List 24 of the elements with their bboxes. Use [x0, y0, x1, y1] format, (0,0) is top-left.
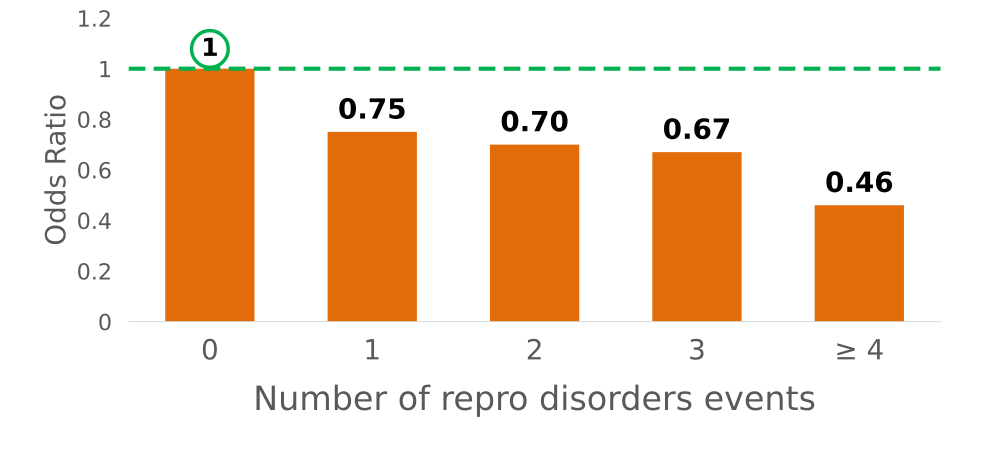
x-tick-label: 1	[366, 339, 379, 360]
data-label: 0.75	[339, 98, 405, 119]
x-tick-label: 2	[528, 338, 541, 360]
data-label: 0.46	[826, 171, 892, 192]
y-tick-label: 0.6	[78, 162, 111, 179]
bar	[490, 144, 580, 322]
y-tick-label: 1.2	[79, 10, 110, 27]
y-tick-label: 0	[99, 314, 111, 330]
data-label: 1	[204, 38, 217, 56]
x-tick-label: 0	[202, 338, 217, 360]
x-axis-title: Number of repro disorders events	[256, 384, 814, 417]
x-tick-label: ≥ 4	[837, 339, 883, 360]
y-axis-title: Odds Ratio	[44, 96, 66, 244]
bar	[165, 68, 255, 322]
x-tick-label: 3	[690, 338, 704, 360]
y-tick-label: 0.8	[78, 111, 111, 128]
bar	[652, 152, 742, 322]
y-tick-label: 0.4	[78, 212, 111, 230]
bar	[814, 205, 904, 322]
y-tick-label: 1	[100, 60, 110, 78]
bar	[328, 132, 417, 322]
data-label: 0.67	[664, 118, 730, 140]
data-label: 0.70	[502, 110, 568, 132]
y-tick-label: 0.2	[78, 262, 110, 280]
